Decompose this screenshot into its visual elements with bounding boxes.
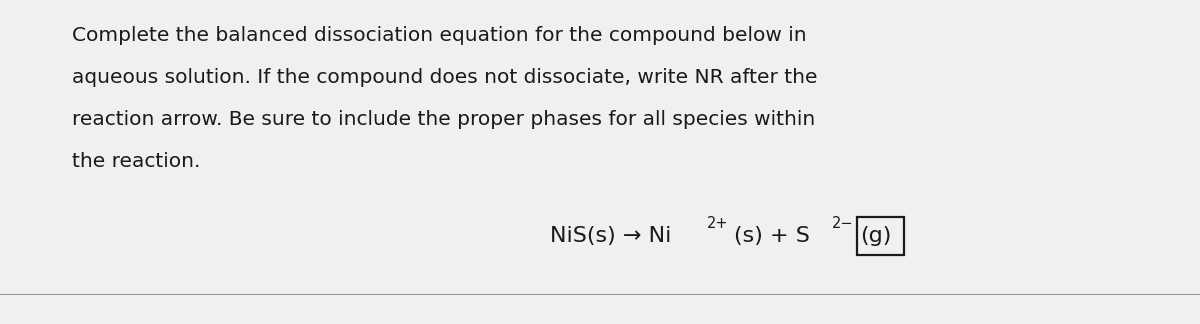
Text: the reaction.: the reaction. bbox=[72, 152, 200, 171]
Text: (s) + S: (s) + S bbox=[734, 226, 810, 246]
Text: (g): (g) bbox=[860, 226, 892, 246]
Text: 2−: 2− bbox=[833, 215, 854, 230]
Text: Complete the balanced dissociation equation for the compound below in: Complete the balanced dissociation equat… bbox=[72, 26, 806, 45]
Text: aqueous solution. If the compound does not dissociate, write NR after the: aqueous solution. If the compound does n… bbox=[72, 68, 817, 87]
Text: 2+: 2+ bbox=[707, 215, 728, 230]
Text: NiS(s) → Ni: NiS(s) → Ni bbox=[550, 226, 671, 246]
Text: reaction arrow. Be sure to include the proper phases for all species within: reaction arrow. Be sure to include the p… bbox=[72, 110, 815, 129]
Bar bbox=[857, 217, 904, 255]
